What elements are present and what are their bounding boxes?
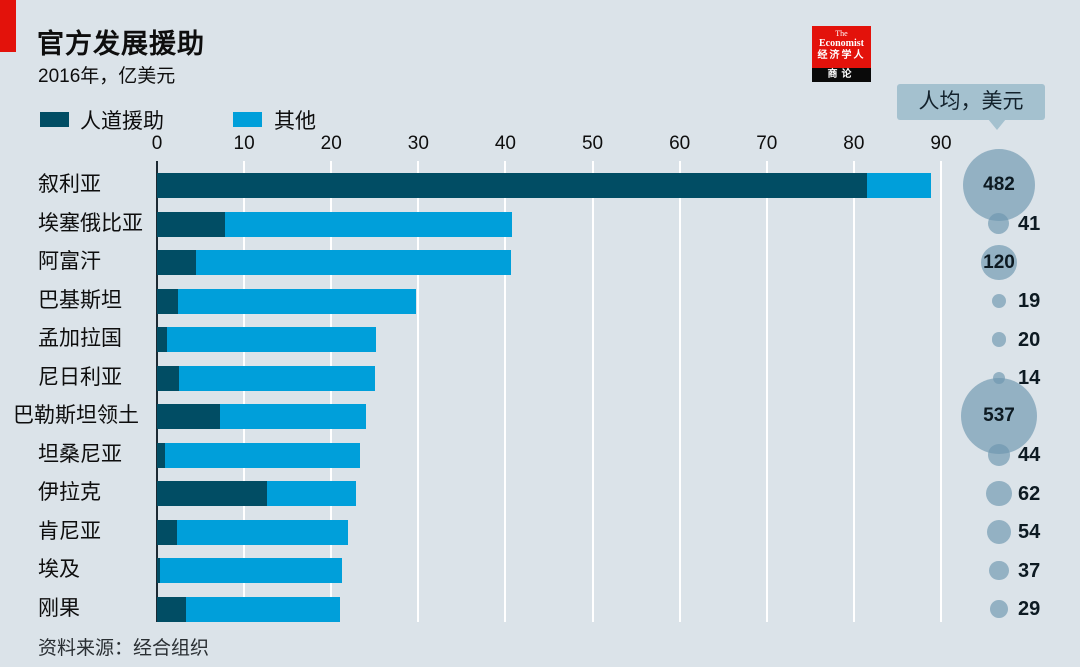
- chart-subtitle: 2016年，亿美元: [38, 66, 176, 87]
- gridline: [940, 161, 942, 622]
- country-label: 伊拉克: [38, 481, 101, 504]
- per-capita-value: 44: [1018, 444, 1041, 466]
- legend-swatch-other: [233, 112, 262, 127]
- economist-logo-masthead: The Economist 经济学人: [812, 26, 871, 68]
- per-capita-bubble: [990, 600, 1008, 618]
- gridline: [330, 161, 333, 622]
- gridline: [765, 161, 768, 622]
- economist-logo-band: 商论: [812, 68, 871, 82]
- bar-segment-other: [164, 442, 360, 468]
- per-capita-bubble: [991, 332, 1007, 347]
- bar-segment-other: [177, 519, 348, 545]
- per-capita-bubble: [991, 293, 1007, 309]
- gridline: [678, 161, 681, 622]
- per-capita-value: 19: [1018, 290, 1041, 312]
- per-capita-value: 62: [1018, 482, 1041, 505]
- country-label: 巴勒斯坦领土: [13, 404, 139, 427]
- bar-segment-humanitarian: [157, 404, 220, 429]
- country-label: 坦桑尼亚: [38, 442, 122, 466]
- bar-segment-other: [167, 327, 376, 352]
- bar-segment-humanitarian: [157, 558, 161, 583]
- per-capita-value: 29: [1018, 598, 1041, 620]
- country-label: 巴基斯坦: [38, 288, 122, 312]
- axis-tick-label: 0: [151, 133, 163, 154]
- axis-zero-line: [156, 161, 158, 622]
- bar-segment-other: [178, 365, 375, 391]
- source-note: 资料来源：经合组织: [38, 638, 210, 659]
- axis-tick-label: 60: [669, 133, 691, 154]
- bar-segment-humanitarian: [157, 481, 267, 506]
- gridline: [852, 161, 855, 622]
- per-capita-value: 54: [1018, 521, 1041, 543]
- axis-tick-label: 40: [494, 133, 516, 154]
- axis-tick-label: 10: [233, 133, 255, 154]
- per-capita-bubble: [986, 480, 1012, 507]
- country-label: 尼日利亚: [38, 365, 122, 389]
- bar-segment-humanitarian: [157, 365, 179, 391]
- per-capita-value: 14: [1018, 367, 1041, 389]
- per-capita-bubble: [989, 560, 1009, 581]
- bar-segment-other: [177, 288, 416, 314]
- per-capita-bubble: [988, 213, 1010, 235]
- bar-segment-humanitarian: [157, 327, 168, 352]
- country-label: 阿富汗: [38, 250, 101, 273]
- country-label: 叙利亚: [38, 173, 101, 196]
- gridline: [504, 161, 507, 622]
- bar-segment-other: [266, 481, 356, 506]
- gridline: [417, 161, 420, 622]
- economist-logo: The Economist 经济学人 商论: [812, 26, 871, 82]
- bar-segment-humanitarian: [157, 173, 867, 198]
- bar-segment-other: [185, 596, 340, 622]
- axis-tick-label: 70: [756, 133, 778, 154]
- bar-segment-other: [866, 173, 931, 198]
- per-capita-bubble: [986, 519, 1012, 545]
- per-capita-bubble-with-value: 537: [960, 378, 1037, 455]
- per-capita-value: 20: [1018, 328, 1041, 351]
- bar-segment-other: [224, 211, 513, 237]
- country-label: 肯尼亚: [38, 519, 101, 543]
- per-capita-header-tail: [988, 119, 1006, 130]
- gridline: [591, 161, 594, 622]
- per-capita-bubble-with-value: 482: [962, 149, 1035, 222]
- red-accent-bar: [0, 0, 16, 52]
- country-label: 埃塞俄比亚: [38, 211, 143, 235]
- country-label: 刚果: [38, 596, 80, 620]
- bar-segment-humanitarian: [157, 596, 186, 622]
- bar-segment-humanitarian: [157, 519, 178, 545]
- bar-segment-humanitarian: [157, 288, 178, 314]
- bar-segment-other: [196, 250, 511, 275]
- per-capita-bubble-with-value: 120: [981, 244, 1017, 281]
- page-title: 官方发展援助: [37, 29, 205, 59]
- axis-tick-label: 50: [581, 133, 604, 154]
- bar-segment-other: [219, 404, 367, 429]
- legend-swatch-humanitarian: [40, 112, 69, 127]
- axis-tick-label: 30: [407, 133, 429, 154]
- gridline: [243, 161, 246, 622]
- axis-tick-label: 80: [843, 133, 865, 154]
- axis-tick-label: 90: [930, 133, 952, 154]
- per-capita-value: 41: [1018, 213, 1041, 235]
- country-label: 孟加拉国: [38, 327, 122, 350]
- per-capita-header: 人均，美元: [897, 84, 1045, 120]
- bar-segment-humanitarian: [157, 211, 225, 237]
- per-capita-value: 37: [1018, 559, 1041, 582]
- bar-segment-humanitarian: [157, 250, 197, 275]
- bar-segment-other: [160, 558, 342, 583]
- country-label: 埃及: [38, 558, 80, 581]
- legend-label-other: 其他: [274, 110, 316, 133]
- legend-label-humanitarian: 人道援助: [80, 110, 164, 133]
- axis-tick-label: 20: [320, 133, 342, 154]
- bar-segment-humanitarian: [157, 442, 165, 468]
- per-capita-bubble: [988, 444, 1010, 466]
